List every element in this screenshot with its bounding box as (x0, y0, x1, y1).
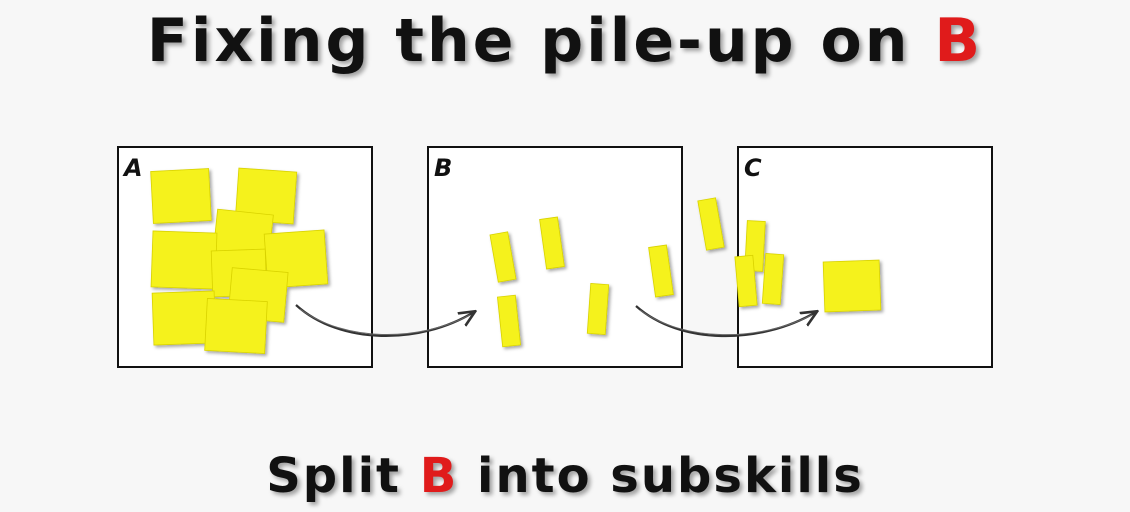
sticky-note (150, 168, 212, 224)
subtitle-prefix: Split (266, 448, 401, 504)
page-subtitle: Split B into subskills (0, 448, 1130, 504)
panel-c-notes (697, 197, 882, 313)
panel-b-notes (489, 216, 674, 348)
sticky-strip (734, 254, 758, 308)
sticky-strip (697, 197, 725, 251)
title-text: Fixing the pile-up on (146, 6, 911, 76)
sticky-strip (489, 231, 517, 283)
panel-c: C (697, 146, 993, 368)
sticky-note (150, 230, 218, 290)
sticky-strip (586, 283, 610, 335)
sticky-note (204, 298, 268, 354)
sticky-strip (496, 294, 522, 348)
sticky-note (822, 259, 882, 313)
panel-a: A (117, 146, 373, 368)
title-highlight: B (934, 6, 984, 76)
arrow-a-to-b-sketch (299, 308, 471, 335)
sticky-strip (761, 253, 785, 305)
sticky-strip (539, 216, 565, 270)
panel-b-label: B (434, 154, 452, 182)
page-title: Fixing the pile-up on B (0, 6, 1130, 76)
subtitle-suffix: into subskills (477, 448, 864, 504)
panel-c-label: C (744, 154, 762, 182)
arrow-b-to-c-sketch (639, 309, 813, 336)
panel-a-notes (150, 167, 329, 354)
sticky-strip (648, 244, 674, 298)
panel-a-label: A (122, 154, 143, 182)
subtitle-highlight: B (419, 448, 459, 504)
panel-b: B (427, 146, 683, 368)
